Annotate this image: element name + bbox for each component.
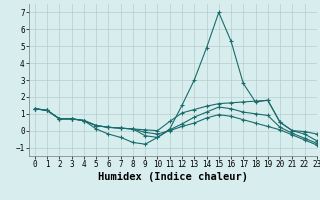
X-axis label: Humidex (Indice chaleur): Humidex (Indice chaleur) xyxy=(98,172,248,182)
